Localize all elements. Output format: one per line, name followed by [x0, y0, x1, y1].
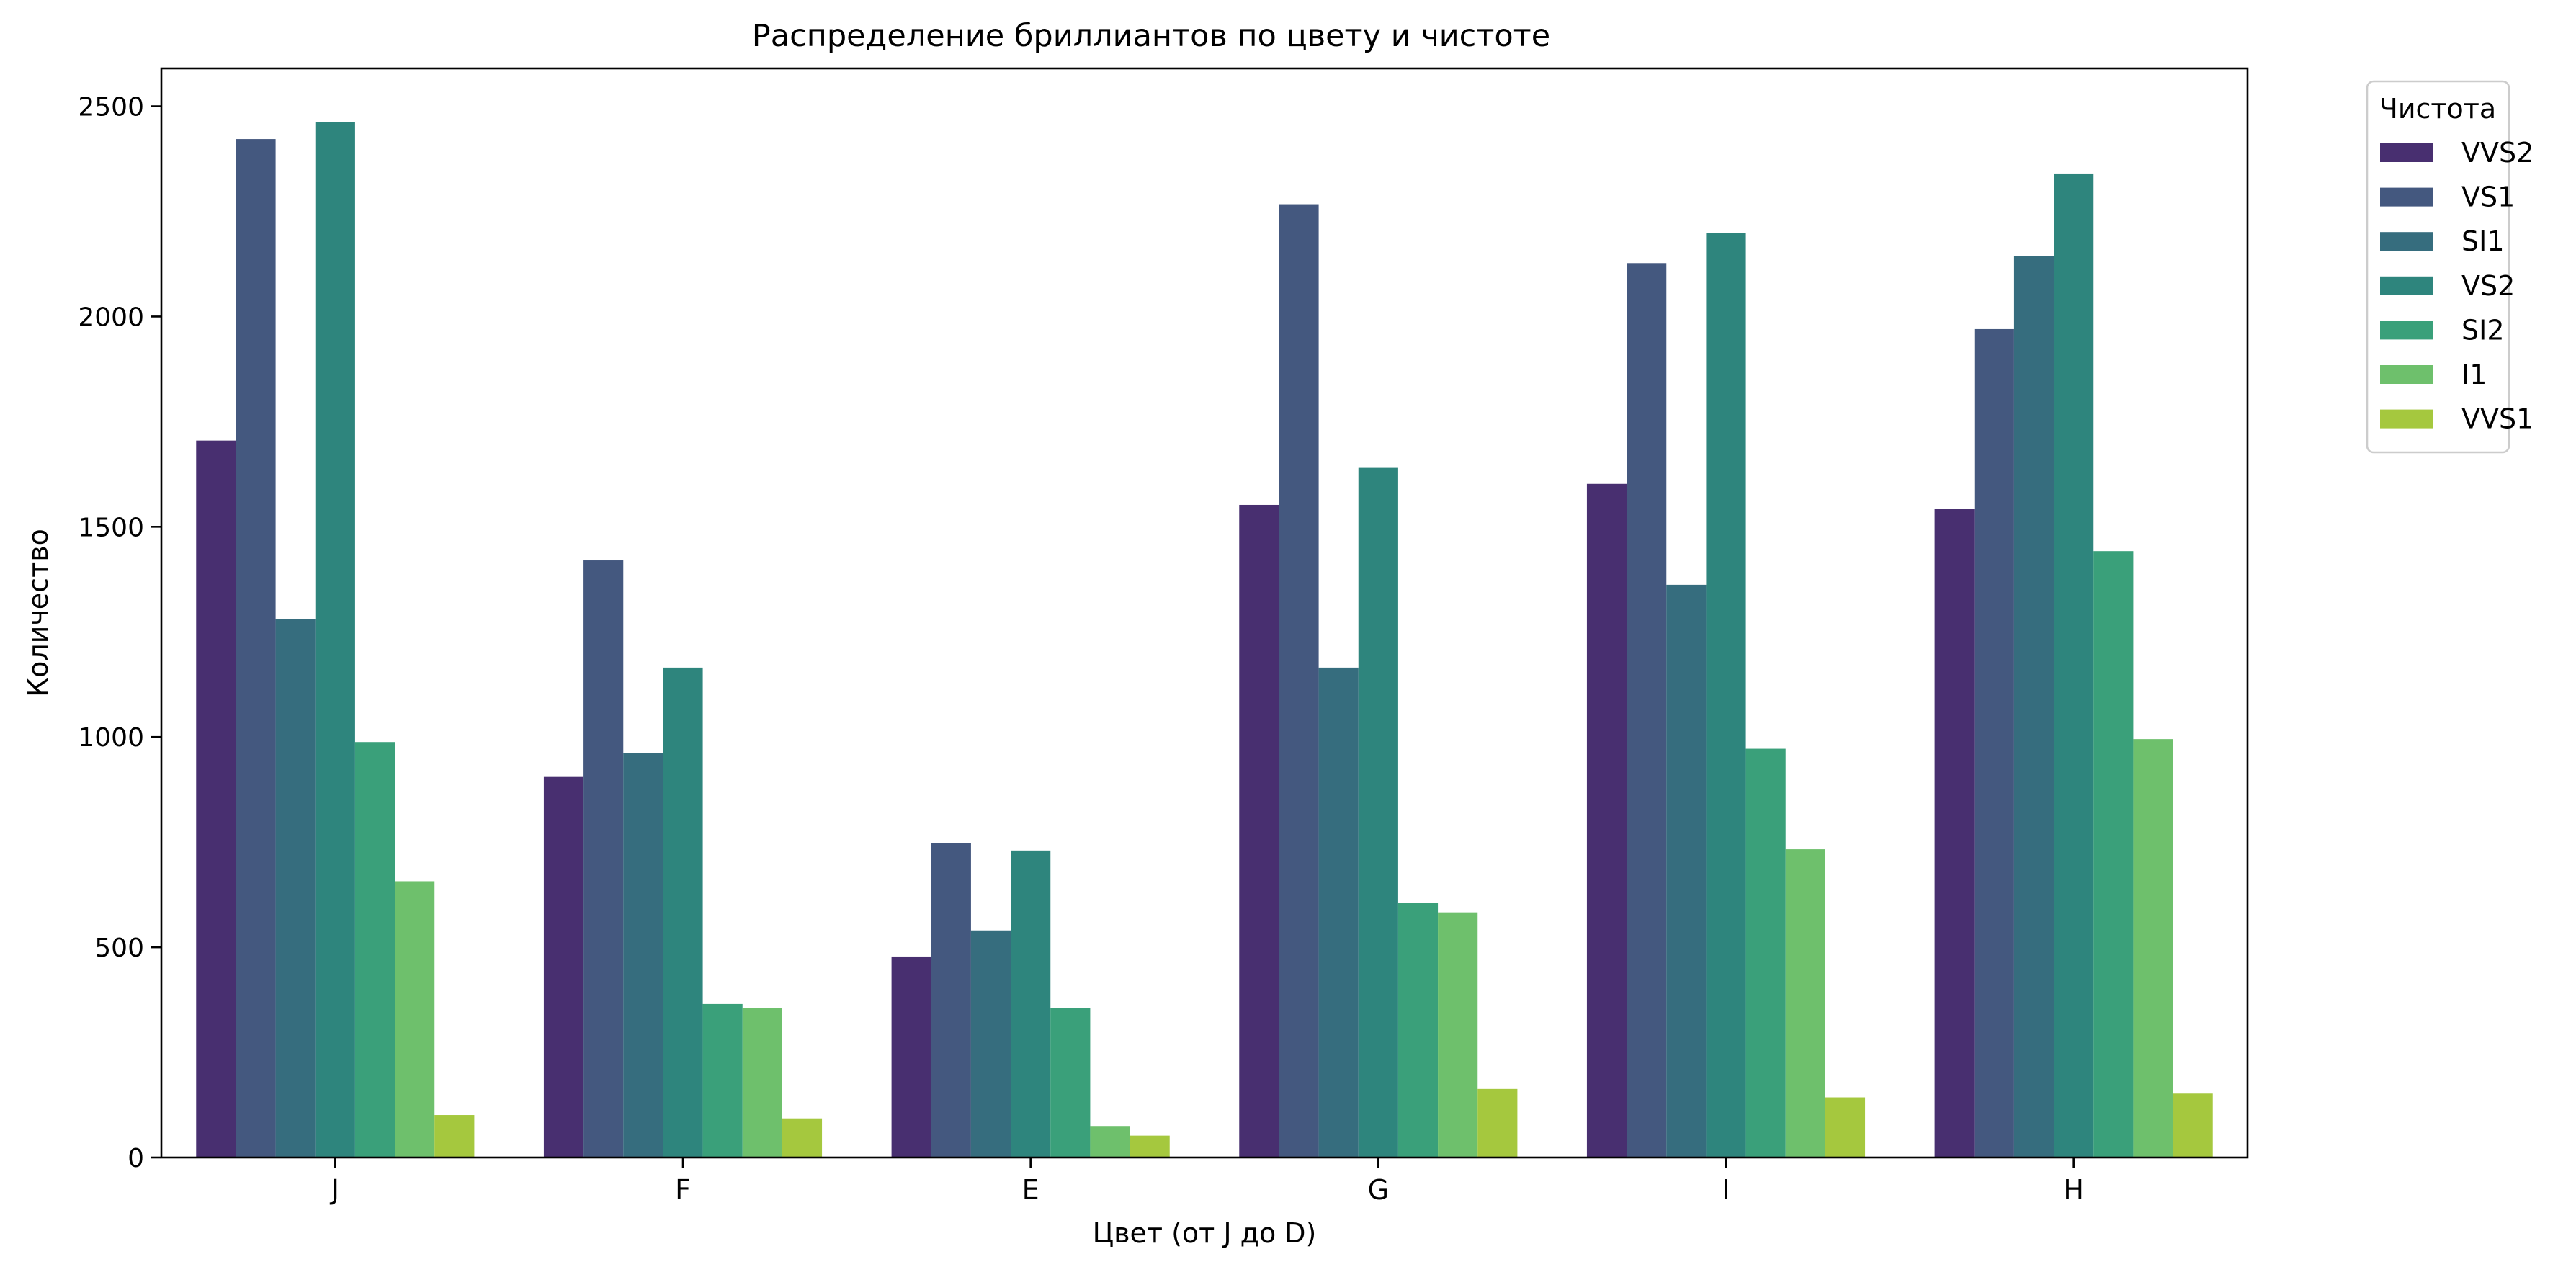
- bar-J-VS2: [315, 122, 355, 1157]
- y-tick-label: 2000: [78, 303, 144, 332]
- bar-G-SI2: [1397, 903, 1439, 1157]
- legend-label-VS1: VS1: [2461, 182, 2515, 213]
- legend-swatch-VS2: [2380, 276, 2433, 295]
- y-tick-label: 0: [128, 1144, 144, 1173]
- legend-swatch-SI1: [2380, 232, 2433, 251]
- bar-F-SI1: [623, 753, 663, 1157]
- bar-E-VS2: [1011, 850, 1051, 1157]
- bar-I-VVS1: [1825, 1097, 1866, 1157]
- legend-swatch-SI2: [2380, 321, 2433, 340]
- plot-frame: [160, 67, 2249, 1159]
- bar-H-SI1: [2013, 256, 2054, 1157]
- legend-label-VVS2: VVS2: [2461, 137, 2533, 169]
- bar-G-I1: [1438, 912, 1478, 1157]
- legend: Чистота VVS2 VS1 SI1 VS2 SI2 I1 VVS1: [2366, 80, 2533, 454]
- legend-label-VVS1: VVS1: [2461, 403, 2533, 435]
- bar-I-VVS2: [1586, 483, 1627, 1157]
- bar-G-VS2: [1358, 467, 1398, 1157]
- bar-H-I1: [2133, 739, 2173, 1157]
- bar-E-VVS1: [1130, 1135, 1170, 1157]
- bar-E-VVS2: [891, 956, 931, 1157]
- bar-F-I1: [742, 1008, 782, 1157]
- bar-E-SI2: [1050, 1008, 1091, 1157]
- bar-F-VVS1: [782, 1118, 823, 1157]
- y-axis: 0 500 1000 1500 2000 2500: [78, 93, 161, 1173]
- bar-J-VVS1: [434, 1115, 475, 1157]
- y-tick-label: 500: [94, 933, 144, 963]
- bar-I-I1: [1785, 849, 1825, 1157]
- bar-I-VS1: [1627, 263, 1667, 1158]
- chart-title: Распределение бриллиантов по цвету и чис…: [752, 18, 1550, 54]
- bar-E-SI1: [970, 930, 1011, 1157]
- bar-J-SI1: [275, 619, 316, 1157]
- bar-J-VS1: [236, 139, 276, 1157]
- bar-F-VS1: [583, 560, 624, 1157]
- bar-H-VS1: [1974, 328, 2014, 1158]
- bar-J-SI2: [354, 742, 395, 1157]
- y-tick-label: 1000: [78, 723, 144, 753]
- bar-H-VVS2: [1934, 509, 1975, 1157]
- legend-frame: [2366, 80, 2510, 454]
- x-axis-label: Цвет (от J до D): [1093, 1217, 1317, 1249]
- legend-swatch-VVS1: [2380, 409, 2433, 429]
- bar-I-SI1: [1666, 584, 1707, 1157]
- x-tick-label-I: I: [1722, 1174, 1730, 1206]
- x-tick-label-J: J: [330, 1174, 339, 1206]
- legend-swatch-VVS2: [2380, 143, 2433, 162]
- legend-swatch-VS1: [2380, 187, 2433, 207]
- bar-G-VVS1: [1477, 1088, 1518, 1157]
- bar-I-SI2: [1745, 748, 1786, 1157]
- legend-label-SI2: SI2: [2461, 314, 2505, 346]
- x-tick-label-E: E: [1022, 1174, 1039, 1206]
- legend-label-I1: I1: [2461, 359, 2487, 390]
- legend-items: VVS2 VS1 SI1 VS2 SI2 I1 VVS1: [2380, 137, 2533, 435]
- bar-H-VVS1: [2173, 1093, 2213, 1157]
- bar-J-VVS2: [196, 440, 236, 1157]
- y-axis-label: Количество: [22, 529, 54, 697]
- legend-title: Чистота: [2379, 93, 2496, 125]
- legend-label-SI1: SI1: [2461, 225, 2505, 257]
- y-tick-label: 2500: [78, 93, 144, 122]
- y-tick-label: 1500: [78, 513, 144, 542]
- x-tick-label-G: G: [1368, 1174, 1389, 1206]
- bar-E-VS1: [931, 843, 971, 1157]
- bar-G-SI1: [1318, 667, 1359, 1157]
- bar-G-VVS2: [1239, 504, 1279, 1157]
- legend-label-VS2: VS2: [2461, 270, 2515, 302]
- x-tick-label-H: H: [2063, 1174, 2084, 1206]
- x-tick-label-F: F: [675, 1174, 691, 1206]
- bar-H-VS2: [2054, 173, 2094, 1158]
- legend-swatch-I1: [2380, 365, 2433, 384]
- bars-group: [196, 122, 2213, 1158]
- bar-G-VS1: [1279, 204, 1319, 1158]
- bar-H-SI2: [2093, 551, 2134, 1157]
- bar-F-SI2: [702, 1003, 743, 1157]
- bar-J-I1: [395, 881, 435, 1157]
- bar-F-VVS2: [543, 776, 584, 1157]
- bar-E-I1: [1090, 1126, 1130, 1157]
- bar-I-VS2: [1706, 233, 1746, 1157]
- bar-F-VS2: [663, 667, 703, 1157]
